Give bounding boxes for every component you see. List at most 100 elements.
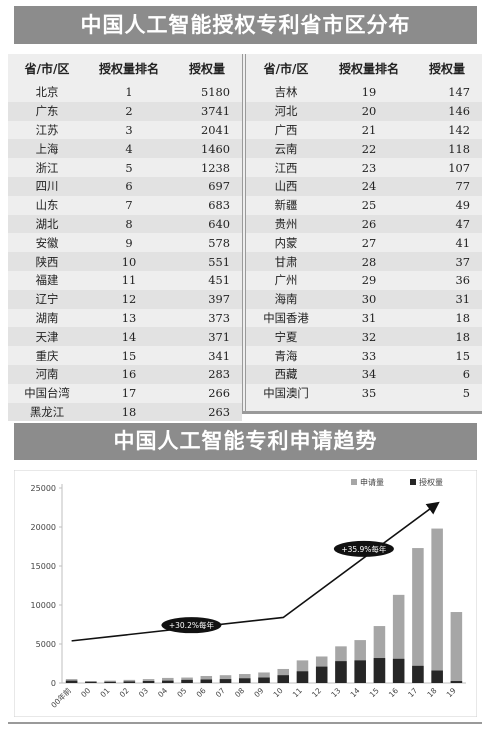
cell-rank: 28 (326, 252, 412, 271)
cell-count: 263 (172, 402, 242, 422)
cell-region: 广东 (8, 101, 86, 121)
cell-region: 黑龙江 (8, 402, 86, 422)
cell-region: 福建 (35, 273, 59, 288)
cell-count: 18 (412, 327, 482, 347)
y-tick-label: 25000 (31, 484, 56, 493)
cell-region: 广州 (274, 273, 298, 288)
cell-region: 北京 (35, 85, 59, 100)
cell-region: 湖北 (8, 214, 86, 234)
table-row: 中国台湾 17 266 (8, 384, 242, 403)
cell-rank: 5 (125, 160, 133, 175)
cell-count: 1460 (172, 139, 242, 159)
table-divider (242, 54, 246, 411)
table-row: 中国澳门 35 5 (246, 384, 482, 403)
table-row: 山西 24 77 (246, 176, 482, 196)
table-row: 江苏 3 2041 (8, 121, 242, 140)
cell-region: 海南 (246, 289, 326, 309)
cell-region: 天津 (8, 327, 86, 347)
y-tick-label: 10000 (31, 601, 56, 610)
cell-rank: 20 (326, 101, 412, 121)
cell-rank: 30 (326, 289, 412, 309)
trend-arrow (71, 501, 440, 642)
cell-count: 47 (412, 214, 482, 234)
bar-granted (412, 665, 424, 683)
cell-count: 5180 (201, 85, 230, 100)
table-row: 天津 14 371 (8, 327, 242, 347)
table-row: 辽宁 12 397 (8, 289, 242, 309)
table-row: 新疆 25 49 (246, 196, 482, 215)
cell-count: 3741 (172, 101, 242, 121)
cell-rank: 19 (361, 85, 377, 100)
header-region: 省/市/区 (24, 62, 70, 76)
cell-region: 吉林 (274, 85, 298, 100)
bar-granted (450, 681, 463, 683)
table-row: 河北 20 146 (246, 101, 482, 121)
bar-application (392, 594, 405, 683)
cell-count: 2041 (201, 122, 230, 137)
table-row: 安徽 9 578 (8, 233, 242, 252)
bar-application (412, 548, 424, 683)
cell-rank: 24 (326, 176, 412, 196)
cell-rank: 7 (125, 198, 133, 213)
table-row: 上海 4 1460 (8, 139, 242, 159)
table-right: 省/市/区 授权量排名 授权量 吉林 19 147 河北 20 146 广西 21 142 云南 2… (246, 54, 482, 403)
table-row: 四川 6 697 (8, 176, 242, 196)
cell-region: 江西 (274, 160, 298, 175)
cell-rank: 4 (86, 139, 172, 159)
bar-granted (123, 681, 136, 683)
cell-rank: 3 (125, 122, 133, 137)
cell-rank: 35 (361, 386, 377, 401)
cell-region: 西藏 (246, 364, 326, 384)
bar-granted (104, 681, 116, 683)
cell-rank: 21 (361, 122, 377, 137)
cell-region: 中国台湾 (24, 386, 70, 401)
header-rank: 授权量排名 (98, 62, 159, 76)
table-row: 黑龙江 18 263 (8, 402, 242, 422)
bar-granted (315, 666, 328, 683)
cell-count: 142 (448, 122, 470, 137)
bar-granted (162, 680, 174, 683)
bar-granted (238, 678, 251, 683)
bar-application (450, 612, 463, 683)
legend-label-application: 申请量 (360, 477, 384, 487)
cell-count: 118 (412, 139, 482, 159)
table-row: 西藏 34 6 (246, 364, 482, 384)
bar-granted (277, 675, 290, 683)
table-row: 宁夏 32 18 (246, 327, 482, 347)
cell-region: 四川 (8, 176, 86, 196)
bar-application (142, 679, 155, 683)
cell-rank: 2 (86, 101, 172, 121)
cell-count: 36 (455, 273, 471, 288)
bar-application (200, 675, 213, 683)
table-row: 北京 1 5180 (8, 83, 242, 102)
y-tick-label: 15000 (31, 562, 56, 571)
cell-count: 640 (172, 214, 242, 234)
table-row: 青海 33 15 (246, 346, 482, 365)
cell-rank: 31 (361, 310, 377, 325)
table-row: 福建 11 451 (8, 271, 242, 290)
cell-region: 重庆 (35, 348, 59, 363)
bar-granted (65, 680, 78, 683)
cell-region: 上海 (8, 139, 86, 159)
annotation-label: +35.9%每年 (341, 544, 387, 554)
cell-count: 283 (172, 364, 242, 384)
table-row: 广东 2 3741 (8, 101, 242, 121)
legend-swatch-application (351, 479, 357, 485)
cell-region: 陕西 (8, 252, 86, 271)
cell-region: 云南 (246, 139, 326, 159)
cell-count: 683 (208, 198, 230, 213)
legend-label-granted: 授权量 (419, 477, 443, 487)
cell-count: 451 (208, 273, 230, 288)
table-row: 陕西 10 551 (8, 252, 242, 271)
cell-rank: 16 (86, 364, 172, 384)
cell-region: 甘肃 (246, 252, 326, 271)
cell-count: 341 (208, 348, 230, 363)
cell-count: 371 (172, 327, 242, 347)
y-tick-label: 5000 (36, 640, 56, 649)
cell-region: 广西 (274, 122, 298, 137)
cell-count: 697 (172, 176, 242, 196)
cell-count: 6 (412, 364, 482, 384)
cell-rank: 17 (121, 386, 137, 401)
